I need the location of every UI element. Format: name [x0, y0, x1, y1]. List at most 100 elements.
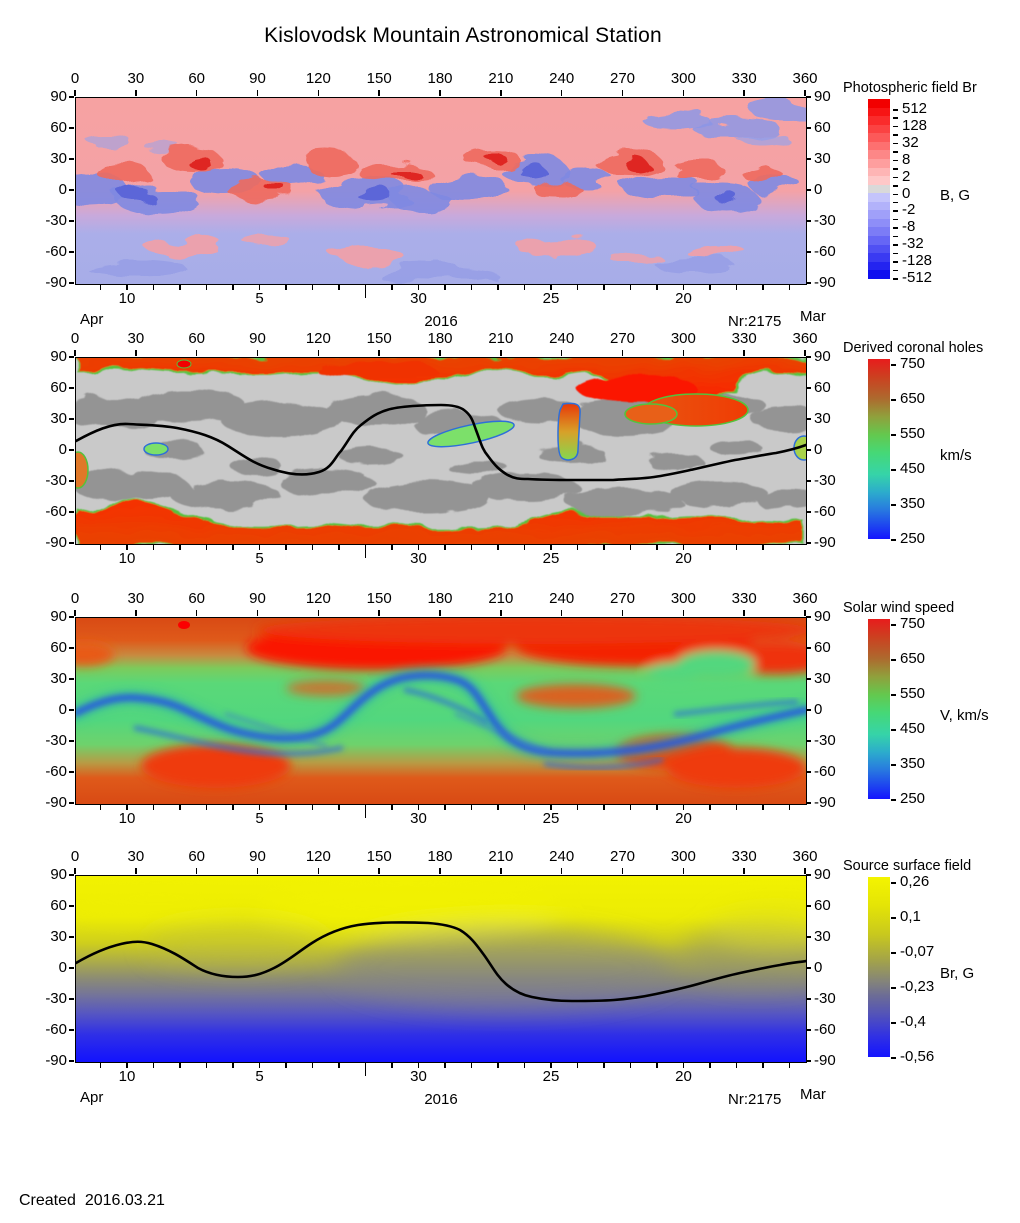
day-tick [682, 545, 685, 550]
colorbar-segment [868, 116, 890, 125]
day-tick [391, 805, 393, 810]
day-tick [311, 545, 314, 550]
latitude-tick [69, 678, 74, 680]
latitude-tick-label-right: -60 [814, 1021, 836, 1038]
longitude-tick [621, 610, 624, 616]
day-tick [762, 545, 764, 550]
longitude-tick [743, 90, 745, 96]
colorbar-tick [893, 252, 898, 255]
day-tick [338, 545, 340, 550]
day-tick [550, 285, 552, 290]
day-tick [550, 1063, 552, 1068]
longitude-tick-label: 150 [366, 848, 392, 865]
colorbar-tick-label: 650 [900, 650, 926, 667]
longitude-tick [682, 350, 685, 356]
day-tick [629, 805, 632, 810]
colorbar-tick-label: -0,23 [900, 978, 935, 995]
colorbar-tick-label: -128 [902, 252, 933, 270]
longitude-tick [317, 610, 320, 616]
neutral-line [76, 921, 806, 1003]
day-tick [788, 285, 791, 290]
day-tick [523, 285, 526, 290]
day-tick [523, 545, 526, 550]
latitude-tick-label-right: 60 [814, 639, 831, 656]
longitude-tick [256, 350, 259, 356]
day-tick [603, 285, 605, 290]
colorbar [868, 359, 890, 539]
latitude-tick-label-right: 60 [814, 119, 831, 136]
latitude-tick [806, 96, 811, 98]
longitude-tick-label: 180 [427, 70, 453, 87]
day-tick [338, 285, 340, 290]
longitude-tick-label: 270 [609, 70, 636, 87]
latitude-tick-label-left: 30 [50, 410, 67, 427]
colorbar-tick [891, 434, 896, 436]
latitude-tick [806, 905, 811, 907]
day-tick [497, 1063, 499, 1068]
latitude-tick-label-left: 90 [50, 608, 67, 625]
colorbar-tick-label: -0,07 [900, 943, 935, 960]
date-tick-label: 20 [675, 290, 692, 307]
date-tick-label: 10 [118, 1068, 136, 1085]
colorbar-tick-label: 128 [902, 116, 928, 134]
colorbar-tick-label: -0,4 [900, 1013, 926, 1030]
longitude-tick [256, 90, 259, 96]
latitude-tick-label-right: 90 [814, 348, 831, 365]
colorbar-title: Source surface field [843, 858, 972, 874]
longitude-tick [439, 90, 441, 96]
month-label-left: Apr [80, 1089, 104, 1106]
latitude-tick-label-right: -60 [814, 763, 836, 780]
longitude-tick [317, 868, 320, 874]
longitude-tick [74, 868, 76, 874]
day-tick [444, 1063, 446, 1068]
day-tick [444, 545, 446, 550]
day-tick [497, 805, 499, 810]
neutral-line [76, 403, 806, 482]
month-label-right: Mar [800, 1086, 826, 1103]
longitude-tick [743, 868, 745, 874]
latitude-tick [806, 511, 811, 513]
latitude-tick-label-left: 30 [50, 150, 67, 167]
day-tick [762, 285, 764, 290]
day-tick [258, 545, 261, 550]
day-tick [656, 1063, 658, 1068]
colorbar-segment [868, 236, 890, 245]
latitude-tick [806, 936, 811, 938]
longitude-tick-label: 330 [731, 590, 757, 607]
latitude-tick-label-left: -60 [45, 763, 67, 780]
longitude-tick-label: 90 [249, 590, 266, 607]
colorbar-title: Photospheric field Br [843, 80, 977, 96]
solar-wind-heatmap [76, 618, 806, 804]
longitude-tick-label: 330 [731, 70, 757, 87]
latitude-tick-label-left: 30 [50, 928, 67, 945]
latitude-tick-label-right: 0 [814, 959, 823, 976]
latitude-tick [69, 251, 74, 253]
source-surface-map [75, 875, 807, 1063]
day-tick [709, 285, 711, 290]
day-tick [444, 285, 446, 290]
longitude-tick [195, 90, 198, 96]
colorbar-tick [893, 269, 898, 272]
latitude-tick [806, 998, 811, 1000]
rotation-number-label: Nr:2175 [728, 1091, 782, 1108]
latitude-tick-label-right: -90 [814, 274, 836, 291]
day-tick [311, 285, 314, 290]
latitude-tick-label-left: 90 [50, 866, 67, 883]
day-tick [735, 545, 738, 550]
date-tick-label: 10 [118, 810, 136, 827]
colorbar-title: Derived coronal holes [843, 340, 984, 356]
colorbar-tick [893, 151, 898, 153]
colorbar-tick-label: 512 [902, 100, 928, 117]
latitude-tick [69, 771, 74, 773]
day-tick [470, 285, 473, 290]
day-tick [285, 285, 287, 290]
latitude-tick-label-right: 0 [814, 441, 823, 458]
year-label: 2016 [424, 313, 458, 330]
colorbar-tick-label: 450 [900, 720, 926, 737]
longitude-tick-label: 240 [549, 848, 575, 865]
colorbar-tick [893, 142, 898, 145]
day-tick [629, 545, 632, 550]
day-tick [152, 545, 155, 550]
longitude-tick [743, 350, 745, 356]
